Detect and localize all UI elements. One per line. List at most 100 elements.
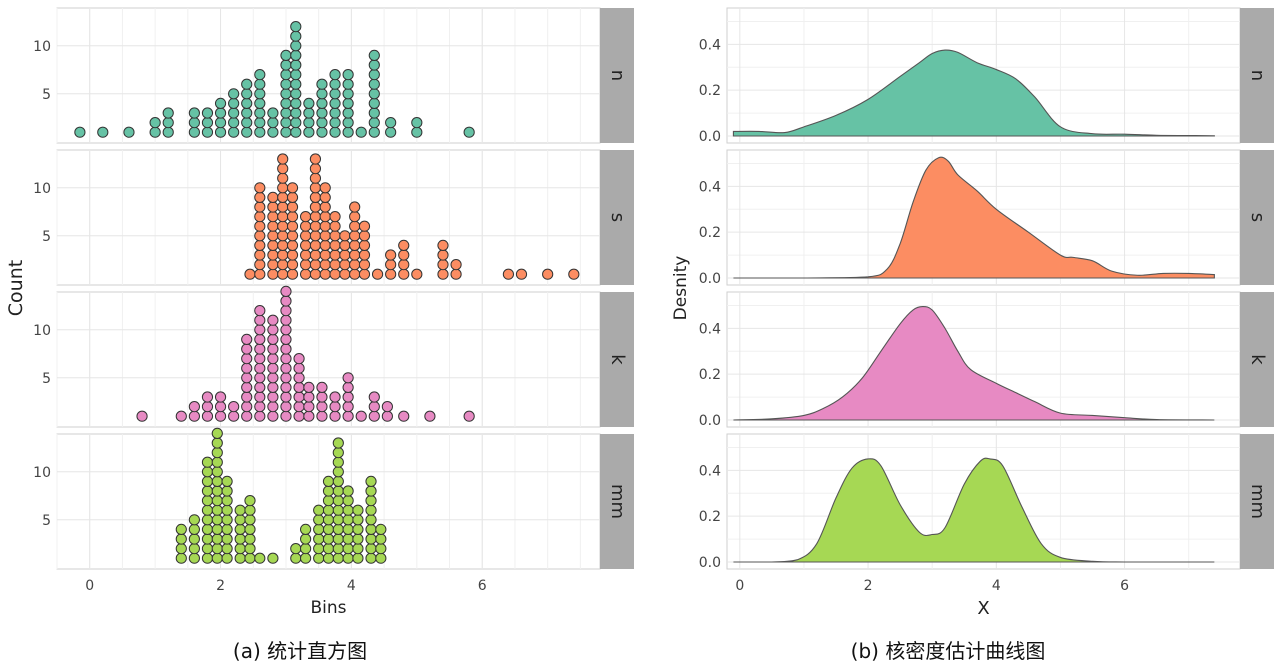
dot-s <box>254 259 266 271</box>
dot-s <box>319 201 331 213</box>
dot-k <box>267 391 279 403</box>
facet-strip <box>1240 434 1274 569</box>
dot-mm <box>188 533 200 545</box>
dot-n <box>329 69 341 81</box>
dot-k <box>280 353 292 365</box>
dot-mm <box>201 485 214 497</box>
dot-k <box>293 391 305 403</box>
dot-s <box>329 249 341 261</box>
dot-n <box>280 126 292 138</box>
dot-s <box>319 268 331 280</box>
dot-k <box>398 410 410 422</box>
dot-n <box>316 126 328 138</box>
dot-k <box>241 343 253 355</box>
dot-n <box>368 88 380 100</box>
dot-s <box>277 220 289 232</box>
dot-k <box>241 333 253 345</box>
dot-s <box>277 249 289 261</box>
dot-n <box>74 126 86 138</box>
dot-s <box>286 259 299 271</box>
dot-s <box>309 249 322 261</box>
dot-s <box>286 220 299 232</box>
dot-s <box>385 268 397 280</box>
dot-n <box>228 126 240 138</box>
dot-k <box>267 343 279 355</box>
dot-n <box>329 107 341 119</box>
dot-s <box>319 230 331 242</box>
dot-s <box>286 230 299 242</box>
dot-s <box>244 268 256 280</box>
x-tick-label: 4 <box>347 578 356 594</box>
dot-s <box>319 249 331 261</box>
dot-s <box>398 259 410 271</box>
dot-mm <box>352 523 364 536</box>
dot-k <box>381 401 393 413</box>
dot-k <box>267 324 279 336</box>
dot-n <box>342 107 354 119</box>
dot-k <box>254 391 266 403</box>
dot-n <box>241 88 253 100</box>
dot-mm <box>322 543 335 555</box>
y-tick-label: 5 <box>42 371 51 387</box>
facet-strip <box>600 434 634 569</box>
dot-mm <box>290 543 302 555</box>
dot-mm <box>365 475 377 487</box>
dot-n <box>385 126 397 138</box>
dot-mm <box>375 543 387 555</box>
dot-mm <box>342 495 354 507</box>
dot-mm <box>211 427 223 439</box>
dot-mm <box>365 485 377 497</box>
dot-mm <box>188 543 200 555</box>
dot-s <box>319 182 331 194</box>
dot-mm <box>211 437 223 449</box>
dot-k <box>368 391 380 403</box>
dot-k <box>267 401 279 413</box>
y-axis-title: Count <box>5 260 27 316</box>
dot-k <box>241 353 253 365</box>
dot-k <box>316 381 328 393</box>
dot-mm <box>332 552 344 564</box>
dot-s <box>277 182 289 194</box>
dot-mm <box>211 495 223 507</box>
dot-k <box>342 372 354 384</box>
dot-s <box>300 220 312 232</box>
dot-s <box>267 191 279 203</box>
dot-s <box>277 230 289 242</box>
facet-label: k <box>1247 354 1268 365</box>
dot-k <box>267 353 279 365</box>
dot-n <box>267 126 279 138</box>
dot-s <box>349 220 361 232</box>
dot-mm <box>300 552 312 564</box>
dot-mm <box>300 533 312 545</box>
y-tick-label: 0.0 <box>699 271 721 287</box>
dot-n <box>254 69 266 81</box>
dot-s <box>349 268 361 280</box>
dot-k <box>280 372 292 384</box>
y-tick-label: 0.4 <box>699 463 721 479</box>
dot-n <box>290 126 302 138</box>
dot-n <box>411 126 423 138</box>
panel-k: 5 10 k <box>33 285 634 428</box>
facet-strip <box>600 292 634 427</box>
dot-s <box>349 201 361 213</box>
dot-s <box>267 220 279 232</box>
dot-k <box>280 410 292 422</box>
dot-n <box>290 40 302 52</box>
dot-mm <box>300 543 312 555</box>
dot-mm <box>211 456 223 468</box>
dot-k <box>267 372 279 384</box>
dot-mm <box>332 485 344 497</box>
dot-s <box>277 163 289 175</box>
dot-n <box>316 78 328 90</box>
dot-mm <box>234 533 246 545</box>
dot-k <box>293 372 305 384</box>
dot-k <box>280 295 292 307</box>
dotplot-histogram-chart: 5 10 n 5 10 s 5 10 k 5 10 mm 0 2 4 6 Bins Count <box>5 7 634 618</box>
dot-mm <box>221 533 233 545</box>
dot-s <box>286 211 299 223</box>
dot-mm <box>211 533 223 545</box>
x-axis-title: Bins <box>310 598 346 618</box>
dot-k <box>316 391 328 403</box>
dot-s <box>277 153 289 165</box>
dot-mm <box>322 533 335 545</box>
